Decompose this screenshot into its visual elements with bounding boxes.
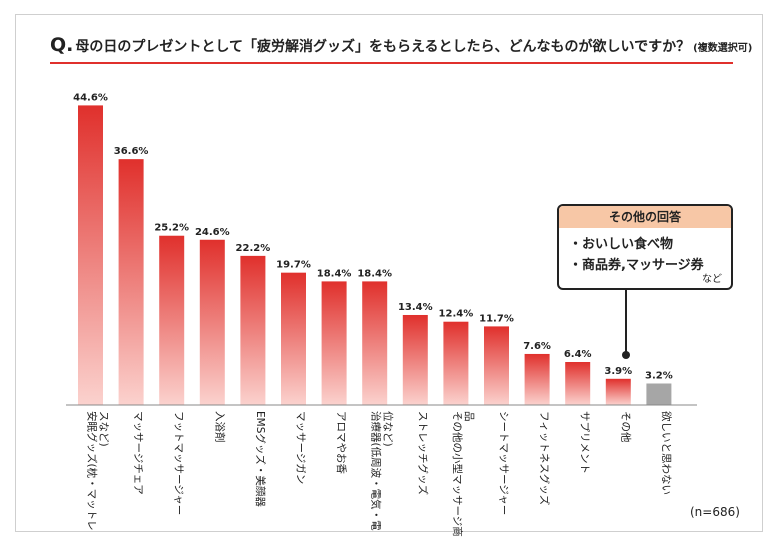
category-label-9: その他の小型マッサージ商品 [451,411,475,537]
value-label-12: 6.4% [564,349,592,360]
bar-10 [484,326,509,405]
value-label-6: 18.4% [317,268,352,279]
value-label-5: 19.7% [276,260,311,271]
category-label-5: マッサージガン [295,411,307,484]
title-prefix: Q. [50,34,74,56]
value-label-1: 36.6% [114,146,149,157]
title-underline [50,62,733,64]
category-label-11: フィットネスグッズ [538,411,551,505]
category-label-7: 治療器(低周波・電気・電位など) [370,411,395,531]
value-label-4: 22.2% [236,243,271,254]
bar-12 [565,362,591,405]
title-note: (複数選択可) [693,43,753,54]
title-question: 母の日のプレゼントとして「疲労解消グッズ」をもらえるとしたら、どんなものが欲しい… [75,39,691,55]
category-label-4: EMSグッズ・美顔器 [254,411,267,507]
category-label-14: 欲しいと思わない [660,411,673,495]
value-label-10: 11.7% [479,313,514,324]
value-label-14: 3.2% [645,371,673,382]
category-label-3: 入浴剤 [213,411,226,443]
value-label-11: 7.6% [523,341,551,352]
category-label-2: フットマッサージャー [173,411,185,515]
category-label-0: 安眠グッズ(枕・マットレスなど) [86,411,110,531]
bar-2 [159,235,185,405]
bar-14 [646,383,672,405]
category-label-1: マッサージチェア [132,411,144,495]
value-label-13: 3.9% [604,366,632,377]
callout-heading: その他の回答 [559,206,731,228]
category-label-6: アロマやお香 [335,411,347,474]
category-label-12: サプリメント [579,411,591,474]
bar-0 [78,105,103,405]
callout-tail: など [702,274,722,285]
bar-7 [362,281,388,405]
other-answers-callout: その他の回答 ・おいしい食べ物 ・商品券,マッサージ券 など [557,204,733,290]
bar-3 [199,239,225,405]
category-label-13: その他 [619,411,632,443]
callout-pointer-dot [622,351,630,359]
value-label-2: 25.2% [154,223,189,234]
bar-9 [443,321,469,405]
value-label-0: 44.6% [73,92,108,103]
bar-6 [321,281,347,405]
bar-1 [118,159,144,405]
value-label-8: 13.4% [398,302,433,313]
callout-item-2: ・商品券,マッサージ券 [569,258,704,273]
category-label-10: シートマッサージャー [498,411,510,515]
callout-pointer-line [625,290,627,353]
sample-size-note: (n=686) [690,505,740,519]
value-label-3: 24.6% [195,227,230,238]
callout-item-1: ・おいしい食べ物 [569,237,674,252]
bar-5 [281,272,306,405]
chart-title: Q. 母の日のプレゼントとして「疲労解消グッズ」をもらえるとしたら、どんなものが… [50,34,753,62]
bar-13 [605,378,631,405]
bar-4 [240,255,266,405]
bar-8 [402,314,428,405]
value-label-7: 18.4% [357,268,392,279]
category-label-8: ストレッチグッズ [416,411,429,495]
value-label-9: 12.4% [439,309,474,320]
bar-11 [524,353,550,405]
